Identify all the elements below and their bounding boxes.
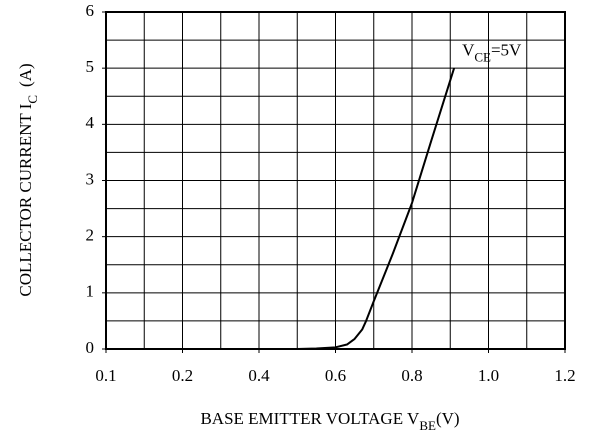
annotation-part: CE	[474, 50, 491, 65]
x-tick-label: 0.8	[401, 366, 422, 385]
y-tick-label: 2	[86, 226, 95, 245]
y-tick-label: 0	[86, 338, 95, 357]
y-tick-label: 5	[86, 57, 95, 76]
x-axis-label-part: BASE EMITTER VOLTAGE V	[200, 409, 420, 428]
y-tick-label: 3	[86, 169, 95, 188]
x-tick-label: 0.4	[248, 366, 270, 385]
x-tick-label: 1.0	[478, 366, 499, 385]
annotation-part: V	[462, 40, 475, 59]
x-tick-label: 0.1	[95, 366, 116, 385]
x-axis-label-part: BE	[419, 418, 436, 433]
y-tick-label: 4	[86, 113, 95, 132]
data-line	[106, 67, 456, 350]
y-tick-label: 6	[86, 1, 95, 20]
x-tick-label: 0.6	[325, 366, 346, 385]
x-axis-label: BASE EMITTER VOLTAGE VBE(V)	[200, 409, 459, 434]
x-axis-label-part: (V)	[436, 409, 460, 428]
annotation: VCE=5V	[462, 40, 522, 65]
y-tick-label: 1	[86, 282, 95, 301]
x-tick-label: 0.2	[172, 366, 193, 385]
annotation-part: =5V	[491, 40, 522, 59]
y-axis-label-part: COLLECTOR CURRENT I	[16, 103, 35, 296]
x-tick-label: 1.2	[554, 366, 575, 385]
y-axis-label-part: (A)	[16, 63, 35, 87]
y-axis-label-part: C	[25, 95, 40, 104]
y-axis-label: COLLECTOR CURRENT IC (A)	[16, 63, 41, 296]
